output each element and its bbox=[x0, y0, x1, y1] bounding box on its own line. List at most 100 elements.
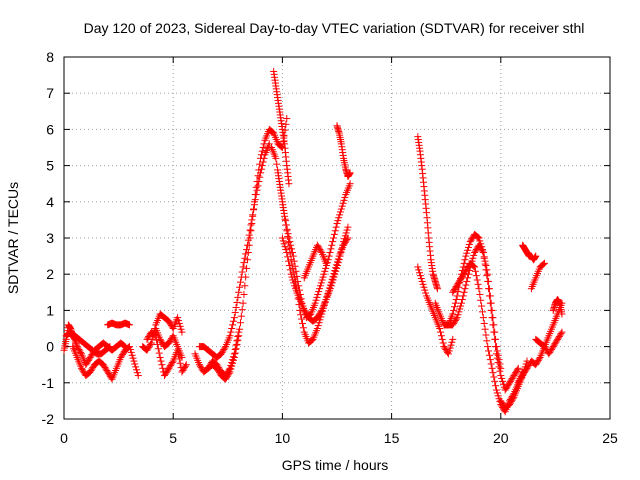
data-point-interp bbox=[216, 365, 224, 373]
data-point bbox=[82, 361, 90, 369]
data-point-interp bbox=[273, 160, 281, 168]
data-point-interp bbox=[459, 292, 467, 300]
data-point-interp bbox=[490, 321, 498, 329]
data-point bbox=[252, 191, 260, 199]
data-point bbox=[156, 353, 164, 361]
data-point bbox=[554, 335, 562, 343]
y-tick-label: 8 bbox=[46, 49, 54, 65]
data-point-interp bbox=[547, 347, 555, 355]
data-point-interp bbox=[518, 373, 526, 381]
data-point-interp bbox=[321, 267, 329, 275]
data-point-interp bbox=[180, 365, 188, 373]
data-point-interp bbox=[340, 235, 348, 243]
data-point bbox=[204, 364, 212, 372]
data-point-interp bbox=[103, 366, 111, 374]
data-point-interp bbox=[74, 344, 82, 352]
data-point-interp bbox=[298, 319, 306, 327]
data-point-interp bbox=[554, 334, 562, 342]
data-point-interp bbox=[259, 144, 267, 151]
data-point bbox=[178, 328, 186, 336]
data-point bbox=[178, 368, 186, 376]
data-point-interp bbox=[506, 399, 514, 407]
data-point-interp bbox=[79, 367, 87, 375]
data-point-interp bbox=[234, 332, 242, 340]
data-point-interp bbox=[317, 308, 325, 316]
x-axis-title: GPS time / hours bbox=[282, 457, 389, 473]
data-point-interp bbox=[421, 286, 429, 294]
data-point bbox=[479, 248, 487, 256]
data-point-interp bbox=[307, 337, 315, 345]
data-point bbox=[285, 180, 293, 188]
data-point-interp bbox=[78, 366, 86, 374]
data-point-interp bbox=[455, 308, 463, 316]
y-tick-label: 5 bbox=[46, 158, 54, 174]
data-point bbox=[226, 332, 234, 340]
data-point-interp bbox=[332, 223, 340, 231]
data-point-interp bbox=[327, 245, 335, 253]
data-point-interp bbox=[220, 345, 228, 353]
data-point-interp bbox=[225, 366, 233, 374]
data-point-interp bbox=[105, 369, 113, 377]
data-point bbox=[492, 350, 500, 358]
data-point-interp bbox=[442, 345, 450, 353]
data-point bbox=[436, 325, 444, 332]
data-point-interp bbox=[487, 299, 495, 307]
data-point bbox=[471, 248, 479, 256]
ticks bbox=[63, 56, 611, 420]
data-point bbox=[235, 328, 243, 336]
data-point-interp bbox=[450, 306, 458, 314]
data-point-interp bbox=[205, 363, 213, 371]
data-point-interp bbox=[279, 237, 287, 245]
data-point bbox=[104, 368, 112, 376]
data-point-interp bbox=[474, 233, 482, 241]
data-point-interp bbox=[282, 221, 290, 229]
data-point-interp bbox=[285, 262, 293, 270]
y-tick-label: 7 bbox=[46, 85, 54, 101]
data-point-interp bbox=[325, 252, 333, 260]
data-point bbox=[160, 372, 168, 380]
data-point-interp bbox=[550, 341, 558, 349]
data-point bbox=[178, 353, 186, 361]
data-point-interp bbox=[278, 143, 286, 151]
data-point-interp bbox=[509, 395, 517, 403]
data-point bbox=[324, 256, 332, 264]
data-point-interp bbox=[472, 272, 480, 280]
data-point-interp bbox=[89, 364, 97, 372]
data-point-interp bbox=[493, 354, 501, 362]
data-point bbox=[182, 361, 190, 369]
data-point-interp bbox=[319, 273, 327, 281]
data-point-interp bbox=[471, 267, 479, 275]
data-point-interp bbox=[495, 356, 503, 364]
data-point-interp bbox=[276, 180, 284, 188]
data-point bbox=[475, 234, 483, 242]
data-point-interp bbox=[464, 270, 472, 278]
data-point-interp bbox=[327, 282, 335, 290]
x-tick-label: 10 bbox=[275, 430, 291, 446]
x-tick-label: 0 bbox=[60, 430, 68, 446]
data-point-interp bbox=[339, 199, 347, 207]
data-point-interp bbox=[284, 233, 292, 241]
data-point-interp bbox=[456, 305, 464, 313]
data-point-interp bbox=[250, 201, 258, 209]
data-point-interp bbox=[478, 247, 486, 255]
data-point-interp bbox=[476, 243, 484, 251]
data-point-interp bbox=[533, 358, 541, 366]
data-point-interp bbox=[452, 296, 460, 304]
data-point-interp bbox=[232, 341, 240, 349]
data-point-interp bbox=[233, 298, 241, 306]
data-point-interp bbox=[280, 240, 288, 248]
data-point-interp bbox=[236, 278, 244, 286]
data-point-interp bbox=[258, 147, 266, 155]
data-point bbox=[532, 361, 540, 369]
data-point bbox=[287, 270, 295, 278]
data-point bbox=[130, 357, 138, 365]
data-point-interp bbox=[260, 154, 268, 162]
data-point-interp bbox=[301, 308, 309, 316]
y-tick-label: 2 bbox=[46, 266, 54, 282]
data-point-interp bbox=[517, 374, 525, 382]
data-point bbox=[346, 169, 354, 177]
data-point-interp bbox=[281, 215, 289, 223]
data-point-interp bbox=[245, 231, 253, 239]
data-point-interp bbox=[474, 280, 482, 288]
